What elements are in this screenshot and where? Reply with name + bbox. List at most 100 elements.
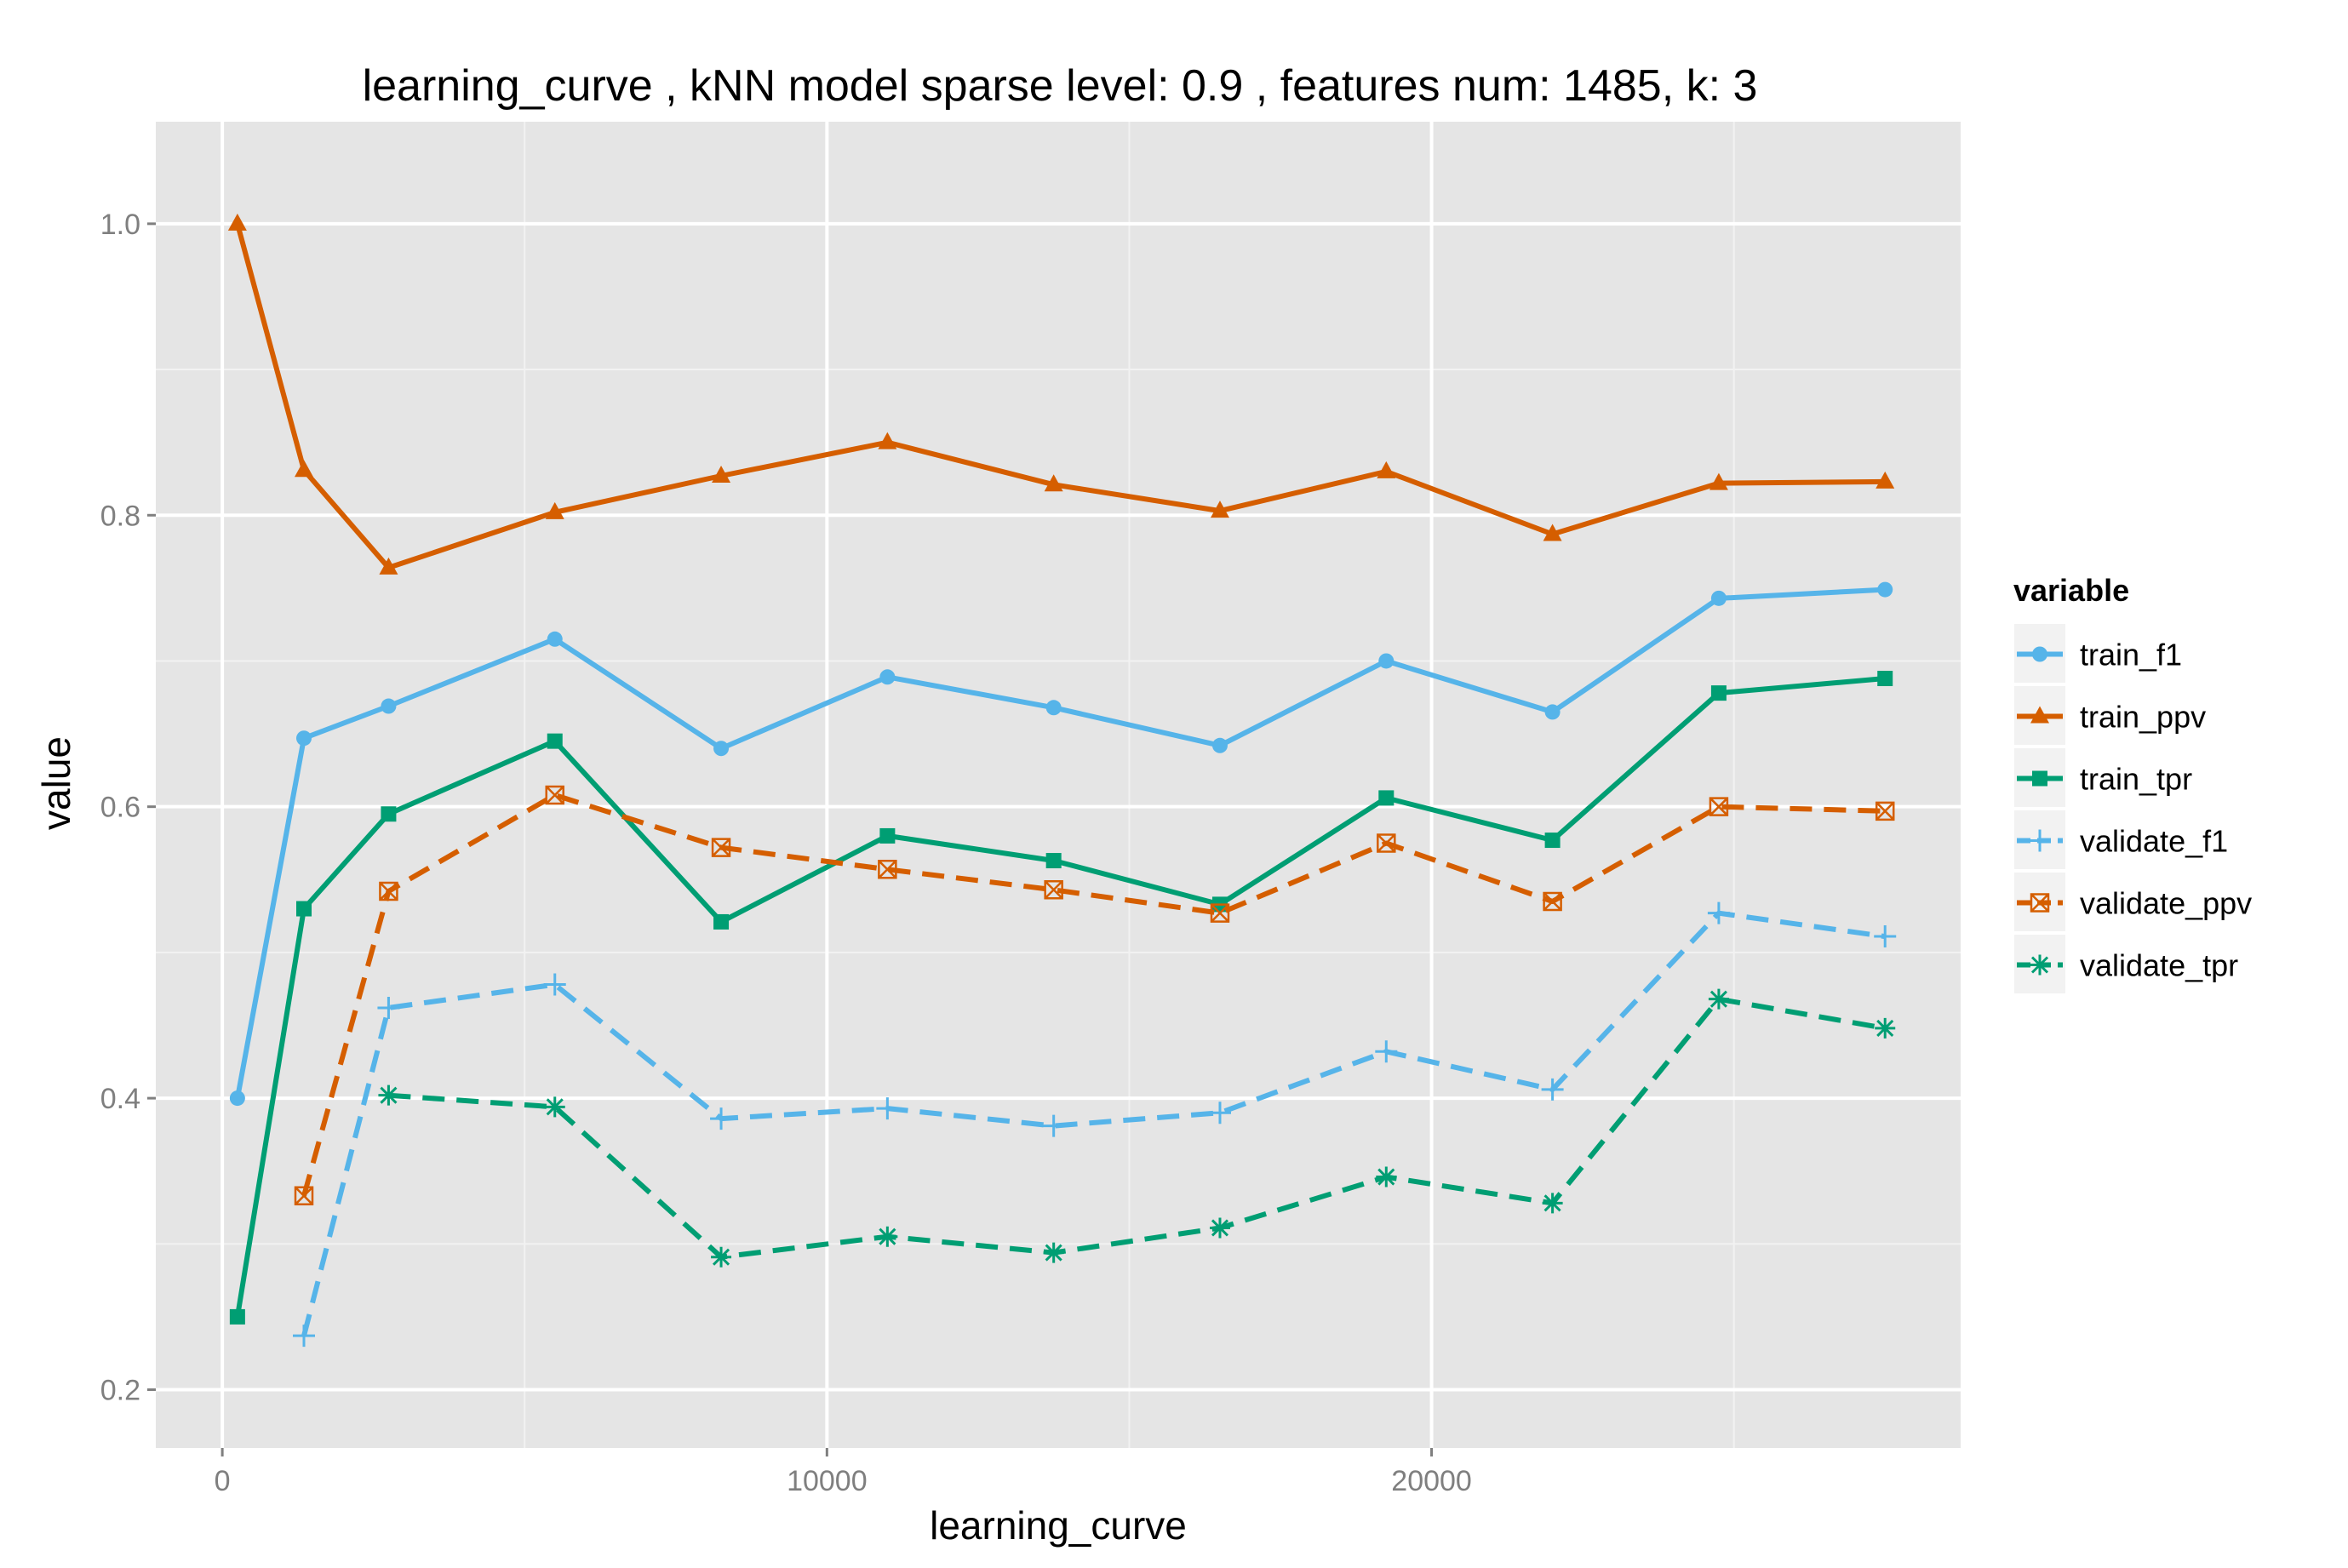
legend-key-marker (2029, 829, 2051, 852)
series-validate_tpr (378, 988, 1896, 1268)
series-line-validate_ppv (301, 793, 1886, 1197)
legend-item-train_ppv: train_ppv (2013, 684, 2206, 747)
data-point-validate_ppv (1210, 903, 1230, 923)
data-point-train_f1 (296, 730, 312, 747)
data-point-train_tpr (229, 1308, 245, 1325)
data-point-validate_f1 (543, 973, 566, 996)
legend-item-train_tpr: train_tpr (2013, 747, 2192, 809)
series-train_ppv (227, 213, 1895, 575)
data-point-train_tpr (1710, 685, 1727, 701)
legend-label: train_ppv (2080, 700, 2206, 735)
data-point-validate_ppv (379, 881, 398, 901)
data-point-validate_ppv (1044, 880, 1063, 900)
y-tick-label: 0.6 (100, 792, 140, 824)
data-point-validate_ppv (711, 838, 731, 857)
series-line-train_tpr (234, 676, 1886, 1318)
legend-label: train_tpr (2080, 762, 2192, 797)
legend-key-marker (2032, 770, 2047, 787)
data-point-train_ppv (295, 460, 314, 478)
y-tick-label: 0.2 (100, 1375, 140, 1407)
series-line-train_f1 (234, 587, 1886, 1099)
legend-key-marker (2030, 954, 2050, 976)
data-point-validate_f1 (293, 1325, 316, 1348)
data-point-train_f1 (1710, 590, 1727, 606)
data-point-train_f1 (1378, 653, 1394, 669)
legend-items: train_f1 train_ppv train_tpr validate_f1val… (2013, 622, 2252, 995)
series-train_f1 (229, 581, 1893, 1107)
series-validate_ppv (294, 785, 1895, 1206)
data-point-validate_tpr (877, 1226, 898, 1247)
legend-key-marker (2030, 706, 2049, 724)
axis-layer: 0 10000 20000 0.2 0.4 0.6 0.8 1.0 (100, 209, 1472, 1497)
series-line-validate_f1 (301, 910, 1886, 1336)
data-point-train_tpr (1544, 833, 1561, 849)
x-tick-label: 0 (215, 1465, 231, 1497)
data-point-train_ppv (1709, 472, 1728, 490)
data-point-train_ppv (227, 213, 247, 231)
legend-item-validate_ppv: validate_ppv (2013, 871, 2252, 933)
legend-key-marker (2030, 893, 2050, 913)
data-point-validate_ppv (1875, 801, 1895, 821)
data-point-validate_tpr (1043, 1242, 1064, 1263)
data-point-validate_ppv (1709, 797, 1729, 816)
data-point-train_ppv (712, 466, 731, 484)
data-point-validate_tpr (544, 1096, 565, 1118)
chart-title: learning_curve , kNN model sparse level:… (363, 61, 1758, 111)
series-train_tpr (229, 671, 1893, 1325)
series-layer (227, 213, 1897, 1348)
data-point-validate_tpr (1376, 1166, 1397, 1187)
grid-minor (156, 122, 1961, 1448)
legend-label: validate_tpr (2080, 948, 2238, 983)
y-tick-label: 0.8 (100, 500, 140, 532)
data-point-validate_f1 (1707, 901, 1730, 924)
data-point-train_tpr (713, 913, 730, 930)
data-point-train_ppv (1044, 474, 1063, 492)
grid-major (156, 122, 1961, 1448)
legend-title: variable (2013, 573, 2129, 608)
data-point-validate_ppv (294, 1186, 314, 1206)
data-point-validate_tpr (378, 1084, 399, 1106)
data-point-validate_f1 (710, 1107, 733, 1130)
data-point-train_tpr (547, 733, 563, 749)
data-point-train_f1 (713, 741, 730, 757)
data-point-validate_ppv (1377, 833, 1396, 853)
data-point-train_tpr (381, 806, 397, 822)
data-point-train_tpr (1378, 790, 1394, 806)
data-point-train_ppv (545, 501, 564, 519)
legend-key-marker (2032, 646, 2047, 662)
legend-item-train_f1: train_f1 (2013, 622, 2182, 684)
legend-item-validate_tpr: validate_tpr (2013, 933, 2238, 995)
legend-item-validate_f1: validate_f1 (2013, 809, 2228, 871)
data-point-validate_ppv (1543, 891, 1562, 912)
data-point-train_tpr (879, 827, 896, 844)
data-point-train_ppv (878, 432, 897, 449)
data-point-train_f1 (1211, 737, 1228, 753)
data-point-validate_ppv (545, 785, 564, 805)
x-tick-label: 10000 (787, 1465, 868, 1497)
data-point-train_tpr (296, 901, 312, 917)
data-point-train_ppv (1543, 524, 1562, 541)
series-validate_f1 (293, 901, 1897, 1348)
data-point-train_f1 (879, 669, 896, 685)
data-point-validate_f1 (1541, 1078, 1564, 1101)
legend: variable train_f1 train_ppv train_tprvalid… (2013, 573, 2252, 995)
data-point-validate_f1 (1375, 1040, 1398, 1063)
data-point-validate_f1 (1208, 1102, 1231, 1124)
data-point-train_tpr (1877, 671, 1893, 687)
data-point-validate_tpr (1542, 1193, 1563, 1214)
y-axis-title: value (34, 736, 78, 830)
y-tick-label: 1.0 (100, 209, 140, 241)
x-tick-label: 20000 (1391, 1465, 1472, 1497)
data-point-train_ppv (1210, 501, 1229, 518)
x-axis-title: learning_curve (930, 1503, 1187, 1548)
data-point-validate_tpr (1708, 988, 1729, 1010)
legend-label: validate_f1 (2080, 824, 2228, 859)
series-line-train_ppv (235, 223, 1886, 570)
data-point-validate_f1 (876, 1097, 899, 1120)
data-point-validate_f1 (377, 996, 400, 1019)
series-line-validate_tpr (388, 996, 1886, 1260)
data-point-validate_ppv (878, 860, 897, 879)
data-point-train_f1 (547, 631, 563, 647)
data-point-train_f1 (1045, 700, 1062, 716)
